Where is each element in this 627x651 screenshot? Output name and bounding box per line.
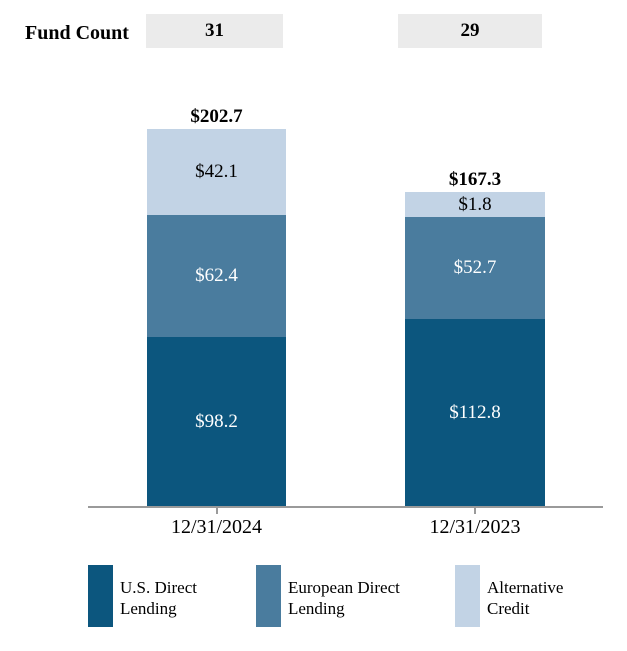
x-axis-tick-2024: [216, 508, 218, 514]
bar-2024-total-label: $202.7: [190, 106, 243, 127]
bar-2024-segment-us-direct-lending: $98.2: [147, 337, 286, 506]
legend-label-line: U.S. Direct: [120, 578, 197, 597]
x-axis-label-2024: 12/31/2024: [170, 516, 263, 538]
legend-label-line: Lending: [120, 599, 177, 618]
legend-swatch-alternative-credit: [455, 565, 480, 627]
segment-value-label: $112.8: [449, 402, 501, 423]
fund-count-label: Fund Count: [25, 22, 129, 44]
legend-label-line: Lending: [288, 599, 345, 618]
bar-2024: $202.7 $42.1 $62.4 $98.2: [147, 107, 286, 506]
legend-swatch-european-direct-lending: [256, 565, 281, 627]
bar-2023-segment-european-direct-lending: $52.7: [405, 217, 545, 319]
bar-2023-segment-alternative-credit: $1.8: [405, 192, 545, 217]
fund-count-box-2023: 29: [398, 14, 542, 48]
fund-count-value-2024: 31: [205, 20, 224, 41]
legend-swatch-us-direct-lending: [88, 565, 113, 627]
legend-label-alternative-credit: Alternative Credit: [487, 577, 563, 619]
x-axis-tick-2023: [474, 508, 476, 514]
fund-count-box-2024: 31: [146, 14, 283, 48]
x-axis-line: [88, 506, 603, 508]
bar-2024-segment-european-direct-lending: $62.4: [147, 215, 286, 337]
bar-2023-segment-us-direct-lending: $112.8: [405, 319, 545, 507]
segment-value-label: $52.7: [453, 257, 497, 278]
bar-2023-total-label: $167.3: [448, 169, 502, 190]
bar-2024-segment-alternative-credit: $42.1: [147, 129, 286, 215]
legend-label-line: Alternative: [487, 578, 564, 597]
segment-value-label: $42.1: [195, 161, 238, 182]
fund-count-value-2023: 29: [460, 20, 480, 41]
legend-label-european-direct-lending: European Direct Lending: [288, 577, 400, 619]
legend-label-us-direct-lending: U.S. Direct Lending: [120, 577, 197, 619]
segment-value-label: $98.2: [195, 410, 238, 432]
segment-value-label: $62.4: [195, 265, 238, 286]
legend-label-line: European Direct: [288, 578, 400, 597]
bar-2023: $167.3 $1.8 $52.7 $112.8: [405, 170, 545, 507]
x-axis-label-2023: 12/31/2023: [429, 516, 521, 538]
legend-label-line: Credit: [487, 599, 530, 618]
segment-value-label: $1.8: [458, 193, 492, 215]
